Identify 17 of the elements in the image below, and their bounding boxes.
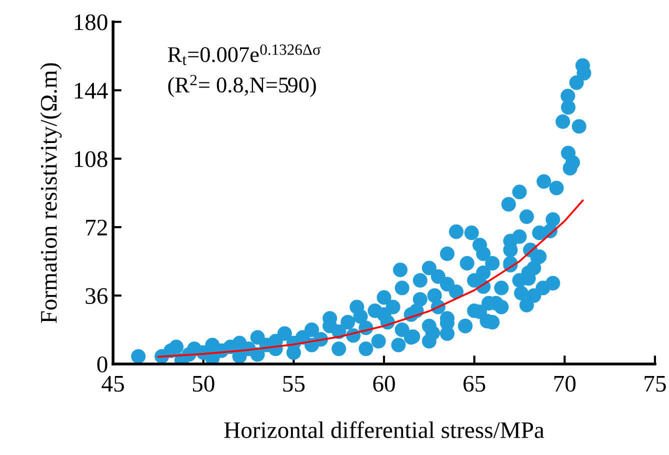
y-tick-label: 0 — [97, 356, 108, 372]
x-tick-label: 60 — [373, 376, 395, 392]
x-tick-label: 55 — [283, 376, 305, 392]
y-tick-label: 36 — [86, 288, 108, 304]
annotation: (R$^{2}$= 0.8,N=590) — [168, 74, 316, 98]
y-axis-title: Formation resistivity/(Ω.m) — [40, 63, 62, 323]
y-tick-label: 72 — [86, 220, 107, 236]
y-tick-label: 144 — [74, 82, 108, 98]
x-tick-label: 75 — [644, 376, 666, 392]
x-tick-label: 50 — [192, 376, 214, 392]
y-tick-label: 108 — [74, 151, 108, 168]
x-tick-label: 65 — [464, 376, 486, 392]
x-tick-label: 45 — [102, 376, 124, 392]
x-axis-title: Horizontal differential stress/MPa — [224, 421, 544, 438]
y-tick-label: 180 — [74, 14, 108, 30]
x-tick-label: 70 — [554, 376, 576, 392]
annotation: R$_{t}$=0.007e$^{0.1326Δσ}$ — [168, 44, 321, 66]
